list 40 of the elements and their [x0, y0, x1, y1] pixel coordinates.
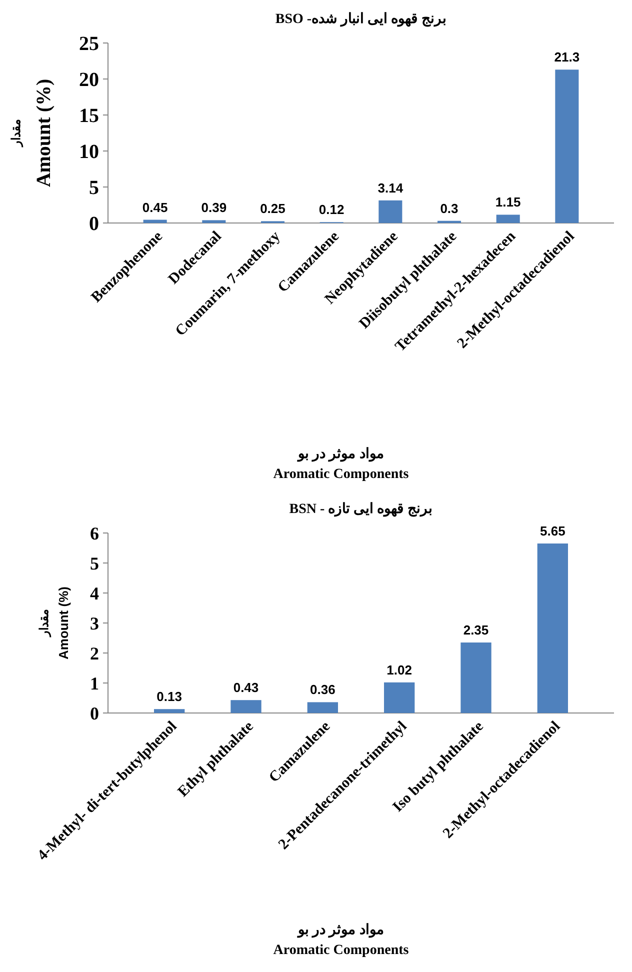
y-tick-label: 6	[90, 523, 99, 544]
data-label: 0.25	[260, 201, 286, 216]
data-label: 21.3	[554, 50, 580, 65]
bar	[230, 700, 262, 713]
y-tick-label: 3	[90, 613, 99, 634]
y-tick-label: 15	[79, 105, 99, 127]
bar	[143, 220, 167, 223]
bar	[384, 682, 415, 713]
data-label: 0.12	[318, 202, 344, 218]
data-label: 2.35	[463, 622, 489, 638]
y-tick-label: 0	[89, 213, 99, 235]
data-label: 1.02	[386, 662, 412, 678]
y-tick-label: 0	[90, 703, 99, 724]
data-label: 0.3	[440, 200, 458, 216]
y-tick-label: 5	[90, 553, 99, 574]
bar	[307, 702, 338, 713]
y-tick-label: 4	[90, 583, 99, 604]
bar	[537, 544, 568, 713]
y-tick-label: 25	[79, 33, 99, 55]
bar	[202, 220, 226, 223]
data-label: 3.14	[378, 180, 404, 196]
y-tick-label: 5	[89, 177, 99, 199]
data-label: 0.45	[142, 200, 168, 215]
y-tick-label: 1	[90, 673, 99, 694]
y-tick-label: 2	[90, 643, 99, 664]
bar	[154, 709, 185, 713]
y-tick-label: 10	[79, 141, 99, 163]
y-tick-label: 20	[79, 69, 99, 91]
data-label: 0.39	[201, 200, 227, 216]
bar	[460, 642, 492, 713]
bar	[555, 70, 579, 223]
bar	[496, 214, 520, 223]
chart-title: برنج قهوه ایی انبار شده- BSO	[275, 12, 447, 27]
data-label: 0.43	[233, 680, 259, 696]
bar	[378, 200, 402, 223]
data-label: 0.13	[156, 689, 182, 704]
data-label: 5.65	[540, 524, 566, 538]
data-label: 1.15	[495, 194, 521, 210]
data-label: 0.36	[310, 682, 336, 698]
chart-title: برنج قهوه ایی تازه - BSN	[289, 502, 433, 517]
